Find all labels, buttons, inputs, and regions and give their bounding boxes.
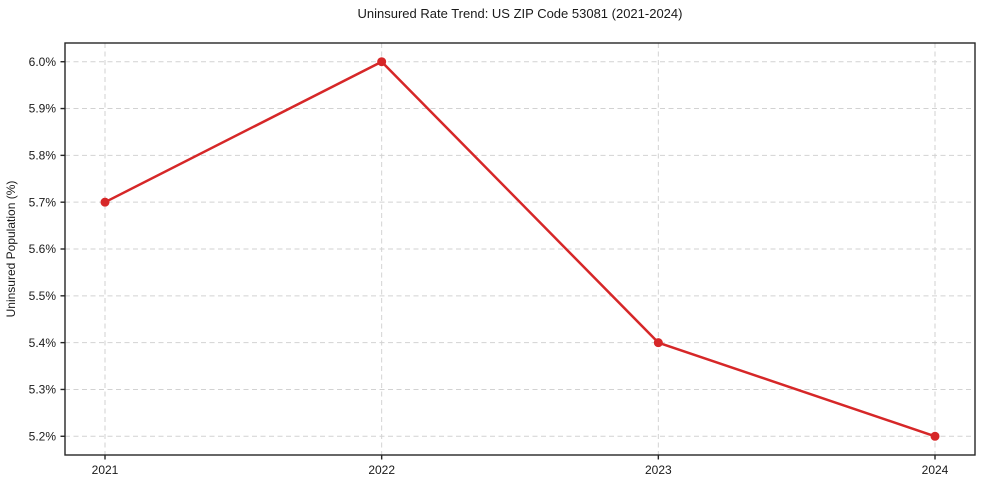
x-tick-label: 2021 [92,463,119,477]
data-point-marker [100,197,110,207]
y-tick-label: 6.0% [29,55,57,69]
trend-line [103,60,937,438]
x-tick-label: 2024 [922,463,949,477]
x-tick-label: 2023 [645,463,672,477]
y-tick-label: 5.6% [29,242,57,256]
x-tick-label: 2022 [368,463,395,477]
y-tick-label: 5.2% [29,429,57,443]
data-point-marker [377,57,387,67]
data-point-marker [653,338,663,348]
y-tick-label: 5.5% [29,289,57,303]
y-tick-label: 5.3% [29,383,57,397]
chart-title: Uninsured Rate Trend: US ZIP Code 53081 … [357,6,683,21]
y-tick-label: 5.7% [29,195,57,209]
y-tick-label: 5.9% [29,102,57,116]
y-tick-label: 5.8% [29,149,57,163]
data-point-marker [930,431,940,441]
y-tick-label: 5.4% [29,336,57,350]
